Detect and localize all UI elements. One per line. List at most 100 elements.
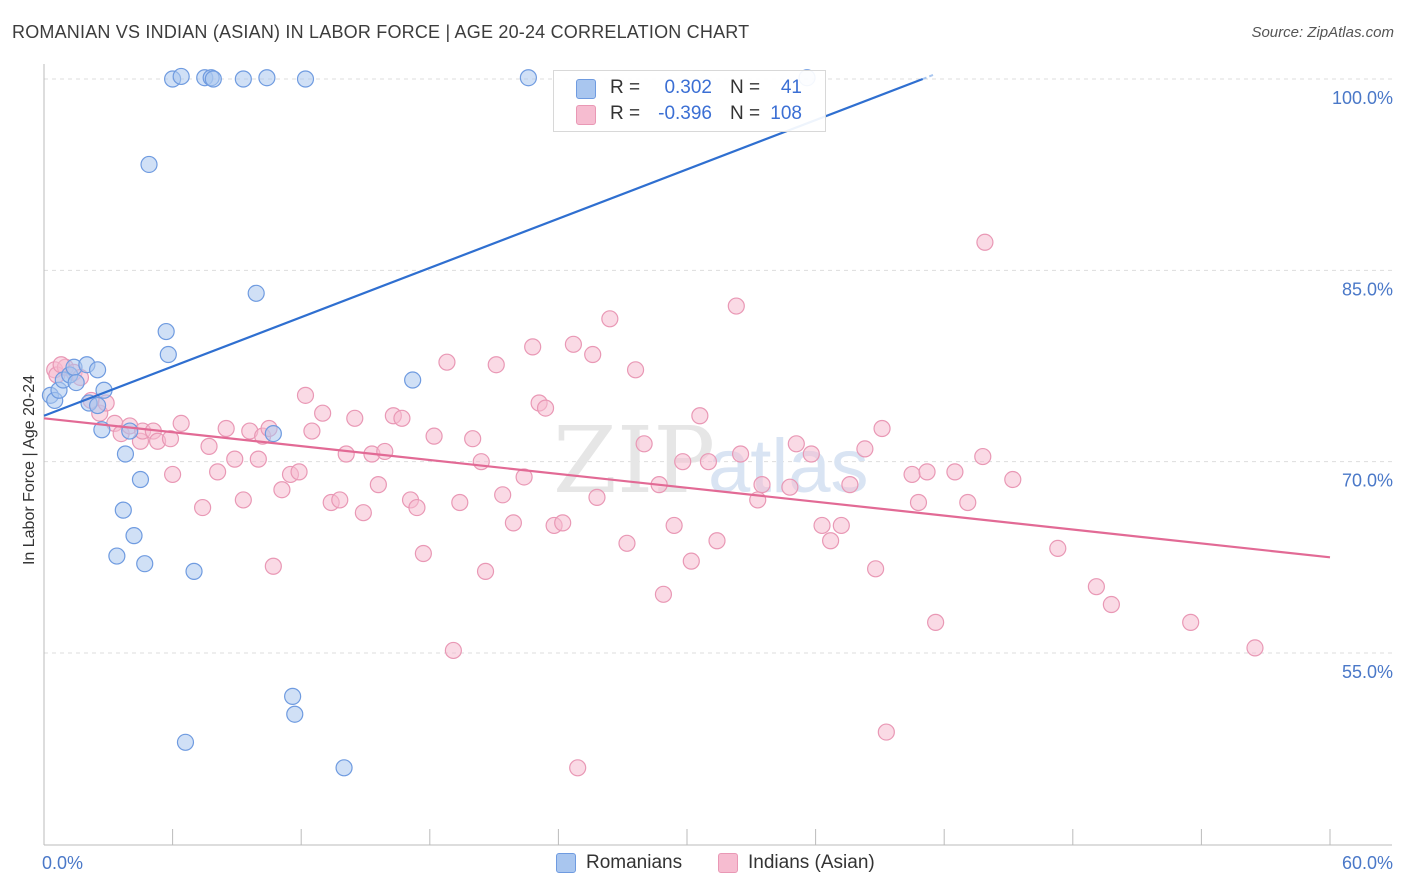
romanian-point bbox=[335, 759, 353, 777]
indian-point bbox=[564, 335, 583, 353]
series-legend-label: Indians (Asian) bbox=[748, 852, 875, 873]
correlation-legend: R = 0.302 N = 41 R = -0.396 N = 108 bbox=[553, 70, 826, 132]
indian-point bbox=[494, 486, 512, 504]
indian-point bbox=[346, 409, 364, 427]
x-tick-label: 0.0% bbox=[42, 853, 83, 873]
indian-point bbox=[1102, 595, 1120, 614]
legend-swatch-pink bbox=[718, 853, 738, 873]
indian-point bbox=[1182, 613, 1200, 631]
trend-lines bbox=[43, 72, 1331, 559]
indian-point bbox=[264, 557, 282, 575]
indian-point bbox=[200, 437, 218, 455]
romanian-point bbox=[284, 687, 302, 705]
legend-r-label: R = bbox=[610, 103, 641, 124]
indian-point bbox=[369, 476, 387, 494]
source-label: Source: ZipAtlas.com bbox=[1251, 24, 1394, 41]
romanian-point bbox=[88, 361, 107, 379]
indian-point bbox=[331, 491, 349, 509]
indian-point bbox=[781, 478, 799, 496]
indian-point bbox=[753, 476, 771, 494]
indian-point bbox=[873, 419, 891, 438]
indian-point bbox=[691, 407, 709, 425]
legend-r-label: R = bbox=[610, 77, 641, 98]
indian-point bbox=[699, 453, 718, 471]
indian-point bbox=[524, 338, 542, 356]
indians-trend-line bbox=[43, 417, 1331, 559]
legend-row-indians: R = -0.396 N = 108 bbox=[554, 103, 825, 127]
indian-point bbox=[959, 493, 977, 512]
indian-point bbox=[303, 422, 321, 440]
legend-n-label: N = bbox=[730, 77, 761, 98]
legend-row-romanians: R = 0.302 N = 41 bbox=[554, 77, 825, 101]
indian-point bbox=[708, 532, 726, 550]
indian-point bbox=[946, 463, 964, 481]
romanians-trend-line bbox=[43, 77, 924, 417]
y-axis-label: In Labor Force | Age 20-24 bbox=[21, 375, 38, 565]
indian-point bbox=[1087, 578, 1105, 596]
romanian-point bbox=[296, 70, 315, 88]
indian-point bbox=[1004, 470, 1022, 489]
romanian-point bbox=[121, 422, 139, 440]
indian-point bbox=[787, 435, 805, 453]
indian-point bbox=[296, 386, 315, 404]
indian-point bbox=[877, 723, 895, 741]
indian-point bbox=[414, 544, 432, 563]
indian-point bbox=[554, 514, 572, 532]
indian-point bbox=[654, 585, 673, 603]
indian-point bbox=[515, 468, 533, 486]
indian-point bbox=[618, 534, 636, 552]
y-tick-label: 70.0% bbox=[1342, 471, 1393, 491]
indian-point bbox=[918, 463, 936, 481]
indian-point bbox=[674, 453, 692, 471]
romanian-point bbox=[234, 70, 252, 88]
romanian-point bbox=[136, 555, 154, 573]
indian-point bbox=[393, 409, 411, 427]
y-tick-labels: 55.0% 70.0% 85.0% 100.0% bbox=[1332, 88, 1393, 682]
romanian-point bbox=[247, 284, 265, 302]
indian-point bbox=[856, 440, 874, 458]
indian-point bbox=[974, 447, 992, 466]
indian-point bbox=[867, 560, 885, 578]
legend-r-value: 0.302 bbox=[664, 77, 712, 98]
indian-point bbox=[290, 463, 308, 481]
indian-point bbox=[927, 613, 945, 631]
x-tick-labels: 0.0% 60.0% bbox=[42, 853, 1393, 873]
indian-point bbox=[832, 516, 850, 535]
indian-point bbox=[731, 445, 750, 463]
legend-r-value: -0.396 bbox=[658, 103, 712, 124]
romanian-point bbox=[67, 373, 85, 392]
indian-point bbox=[314, 404, 332, 422]
indian-point bbox=[354, 504, 372, 522]
indian-point bbox=[209, 463, 227, 481]
indian-point bbox=[172, 414, 190, 432]
series-legend-label: Romanians bbox=[586, 852, 683, 873]
romanian-point bbox=[131, 470, 150, 489]
indian-point bbox=[909, 493, 928, 512]
romanian-point bbox=[88, 396, 107, 415]
y-tick-label: 85.0% bbox=[1342, 279, 1393, 299]
romanians-trend-extension bbox=[922, 72, 936, 80]
romanian-point bbox=[185, 562, 203, 580]
indian-point bbox=[273, 481, 291, 499]
romanian-point bbox=[264, 425, 282, 443]
indian-point bbox=[903, 465, 921, 484]
legend-n-value: 108 bbox=[770, 103, 802, 124]
indian-point bbox=[451, 493, 469, 512]
indian-point bbox=[569, 759, 587, 777]
legend-swatch-pink bbox=[576, 105, 596, 125]
indian-point bbox=[438, 353, 456, 371]
y-tick-label: 100.0% bbox=[1332, 88, 1393, 108]
indian-point bbox=[976, 233, 994, 251]
indian-point bbox=[601, 310, 619, 328]
series-romanians bbox=[41, 67, 816, 777]
romanian-point bbox=[258, 69, 276, 87]
indian-point bbox=[194, 498, 212, 517]
romanian-point bbox=[286, 705, 304, 723]
indian-point bbox=[476, 562, 495, 580]
axes bbox=[43, 64, 1392, 846]
indian-point bbox=[813, 516, 831, 535]
indian-point bbox=[504, 514, 522, 532]
indian-point bbox=[425, 427, 443, 445]
romanian-point bbox=[114, 501, 132, 519]
indian-point bbox=[226, 450, 244, 468]
